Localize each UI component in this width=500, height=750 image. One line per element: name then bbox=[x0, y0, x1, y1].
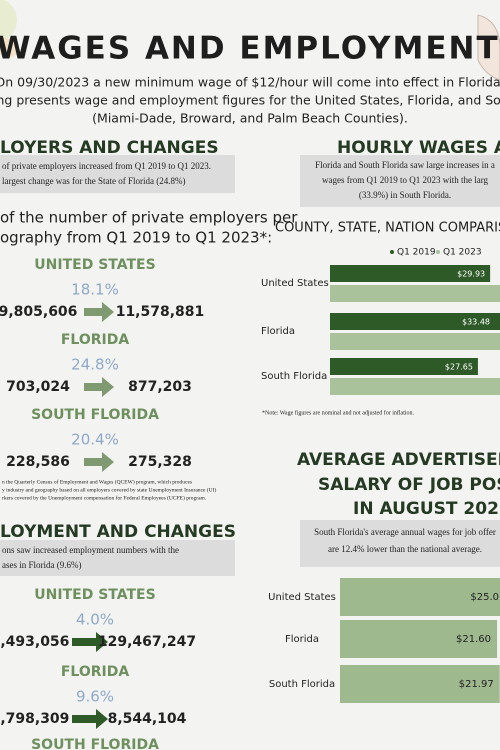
arrow bbox=[84, 452, 114, 472]
bar bbox=[340, 578, 500, 616]
value-label: $27.65 bbox=[445, 363, 473, 372]
summary: Florida and South Florida saw large incr… bbox=[315, 160, 495, 170]
category-label: Florida bbox=[285, 634, 319, 645]
decoration bbox=[477, 14, 500, 81]
legend-marker bbox=[436, 250, 440, 254]
region-name: UNITED STATES bbox=[34, 587, 155, 603]
bar bbox=[330, 265, 491, 282]
arrow bbox=[72, 632, 108, 652]
value-label: $21.97 bbox=[459, 679, 494, 690]
summary-box bbox=[0, 155, 235, 193]
summary-box bbox=[300, 520, 500, 567]
footnote: n the Quarterly Census of Employment and… bbox=[2, 478, 192, 485]
category-label: Florida bbox=[261, 326, 295, 337]
change: 4.0% bbox=[76, 611, 114, 629]
summary: wages from Q1 2019 to Q1 2023 with the l… bbox=[322, 175, 489, 185]
category-label: South Florida bbox=[261, 371, 327, 382]
bar bbox=[340, 665, 500, 703]
count: 11,578,881 bbox=[116, 304, 205, 320]
summary: ases in Florida (9.6%) bbox=[2, 560, 81, 570]
summary: (33.9%) in South Florida. bbox=[359, 190, 451, 200]
heading: AVERAGE ADVERTISED HOU bbox=[297, 450, 500, 470]
count: 703,024 bbox=[6, 379, 70, 395]
category-label: United States bbox=[261, 278, 329, 289]
count: 8,544,104 bbox=[108, 711, 187, 727]
legend-marker bbox=[390, 250, 394, 254]
region-name: UNITED STATES bbox=[34, 257, 155, 273]
decoration bbox=[0, 0, 17, 42]
value-label: $21.60 bbox=[456, 634, 491, 645]
intro: (Miami-Dade, Broward, and Palm Beach Cou… bbox=[92, 111, 408, 126]
count: 228,586 bbox=[6, 454, 70, 470]
count: 7,798,309 bbox=[0, 711, 69, 727]
arrow bbox=[84, 302, 114, 322]
footnote: rkers covered by the Unemployment compen… bbox=[2, 494, 207, 501]
summary: ons saw increased employment numbers wit… bbox=[2, 545, 179, 555]
summary: of private employers increased from Q1 2… bbox=[2, 161, 211, 171]
heading: SALARY OF JOB POSTING bbox=[318, 475, 500, 495]
change: 20.4% bbox=[71, 431, 119, 449]
legend-label: Q1 2019 bbox=[397, 248, 436, 258]
heading: HOURLY WAGES AND C bbox=[337, 138, 500, 158]
region-name: FLORIDA bbox=[61, 332, 129, 348]
chart-title: COUNTY, STATE, NATION COMPARISON bbox=[275, 221, 500, 236]
summary-box bbox=[300, 155, 500, 207]
region-name: SOUTH FLORIDA bbox=[31, 737, 159, 750]
summary: largest change was for the State of Flor… bbox=[2, 176, 186, 186]
category-label: United States bbox=[268, 592, 336, 603]
bar bbox=[330, 313, 500, 330]
bar bbox=[330, 378, 500, 395]
legend-label: Q1 2023 bbox=[443, 248, 482, 258]
region-name: SOUTH FLORIDA bbox=[31, 407, 159, 423]
change: 24.8% bbox=[71, 356, 119, 374]
count: 877,203 bbox=[128, 379, 192, 395]
summary: South Florida's average annual wages for… bbox=[314, 527, 496, 537]
bar bbox=[330, 285, 500, 302]
value-label: $25.0 bbox=[470, 592, 499, 603]
count: 9,805,606 bbox=[0, 304, 77, 320]
count: 4,493,056 bbox=[0, 634, 69, 650]
footnote: y industry and geography based on all em… bbox=[2, 486, 216, 493]
value-label: $29.93 bbox=[457, 270, 485, 279]
category-label: South Florida bbox=[269, 679, 335, 690]
bar bbox=[340, 620, 498, 658]
heading: LOYMENT AND CHANGES bbox=[0, 522, 236, 542]
bar bbox=[330, 358, 478, 375]
decoration bbox=[0, 38, 18, 58]
arrow bbox=[84, 377, 114, 397]
summary: are 12.4% lower than the national averag… bbox=[328, 544, 482, 554]
intro: On 09/30/2023 a new minimum wage of $12/… bbox=[0, 75, 500, 90]
heading: LOYERS AND CHANGES bbox=[0, 138, 219, 158]
lead: ography from Q1 2019 to Q1 2023*: bbox=[0, 229, 272, 247]
lead: of the number of private employers per bbox=[0, 209, 298, 227]
bar bbox=[330, 333, 500, 350]
count: 129,467,247 bbox=[98, 634, 196, 650]
change: 9.6% bbox=[76, 688, 114, 706]
intro: following presents wage and employment f… bbox=[0, 93, 500, 108]
region-name: FLORIDA bbox=[61, 664, 129, 680]
heading: IN AUGUST 2023 bbox=[353, 499, 500, 519]
summary-box bbox=[0, 540, 235, 576]
arrow bbox=[72, 709, 108, 729]
count: 275,328 bbox=[128, 454, 192, 470]
title: WAGES AND EMPLOYMENT bbox=[0, 31, 500, 67]
note: *Note: Wage figures are nominal and not … bbox=[262, 409, 415, 416]
value-label: $33.48 bbox=[462, 318, 490, 327]
change: 18.1% bbox=[71, 281, 119, 299]
